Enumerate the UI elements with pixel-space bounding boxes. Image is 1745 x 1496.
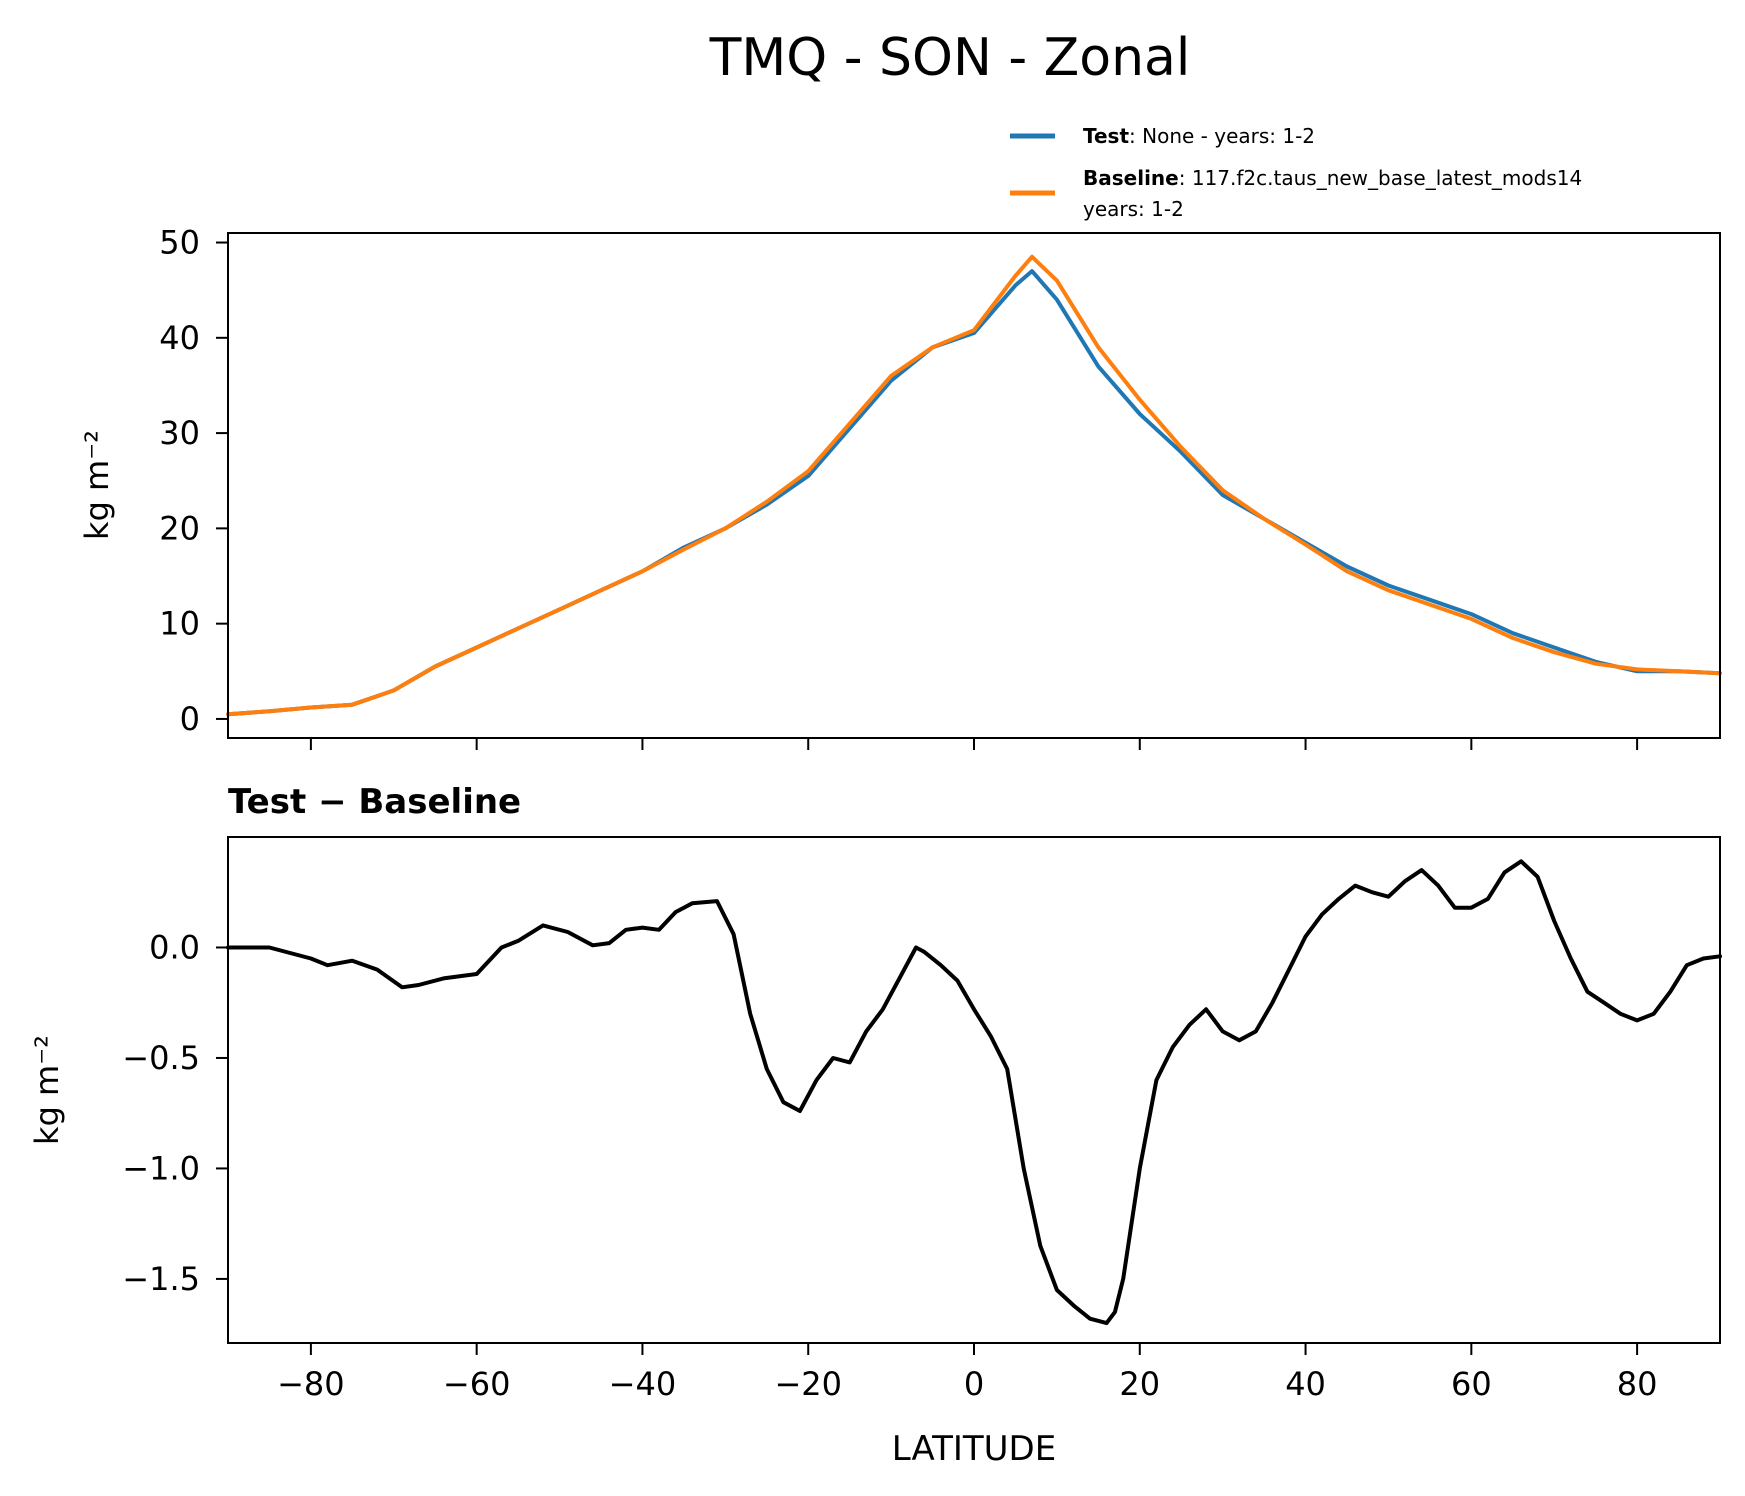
difference-ytick-label: 0.0: [149, 928, 200, 966]
difference-y-axis-label: kg m⁻²: [28, 1035, 66, 1145]
difference-xtick-label: 40: [1285, 1365, 1326, 1403]
difference-panel: Test − Baseline −1.5 −1.0 −0.5 0.0 −80 −60 −40…: [28, 782, 1722, 1469]
zonal-ytick-label: 0: [180, 700, 200, 738]
difference-xtick-label: −20: [774, 1365, 842, 1403]
zonal-ticks: 0 10 20 30 40 50: [159, 224, 1639, 750]
difference-xtick-label: 80: [1617, 1365, 1658, 1403]
zonal-ytick-label: 20: [159, 509, 200, 547]
difference-xtick-label: 0: [964, 1365, 984, 1403]
difference-panel-title: Test − Baseline: [228, 782, 521, 822]
legend-baseline-sep: :: [1179, 166, 1192, 190]
zonal-ytick-label: 50: [159, 224, 200, 262]
difference-xtick-label: −40: [609, 1365, 677, 1403]
zonal-mean-panel: 0 10 20 30 40 50 kg m⁻²: [78, 224, 1722, 750]
legend-test-name: Test: [1083, 124, 1129, 148]
difference-xtick-label: 60: [1451, 1365, 1492, 1403]
legend-baseline-text: 117.f2c.taus_new_base_latest_mods14: [1192, 166, 1582, 190]
zonal-ytick-label: 40: [159, 319, 200, 357]
legend-label-baseline: Baseline: 117.f2c.taus_new_base_latest_m…: [1083, 166, 1582, 190]
figure-title: TMQ - SON - Zonal: [709, 28, 1191, 88]
legend-baseline-name: Baseline: [1083, 166, 1179, 190]
difference-series: [226, 859, 1722, 1326]
legend-test-sep: :: [1129, 124, 1142, 148]
legend-label-test: Test: None - years: 1-2: [1083, 124, 1315, 148]
difference-ytick-label: −1.0: [122, 1149, 200, 1187]
x-axis-label: LATITUDE: [892, 1429, 1056, 1469]
legend-baseline-years: years: 1-2: [1083, 197, 1184, 221]
difference-xtick-label: 20: [1119, 1365, 1160, 1403]
legend: Test: None - years: 1-2 Baseline: 117.f2…: [1010, 124, 1582, 221]
difference-line-test-baseline: [226, 859, 1722, 1326]
zonal-line-baseline: [226, 254, 1722, 717]
difference-ytick-label: −1.5: [122, 1260, 200, 1298]
zonal-y-axis-label: kg m⁻²: [78, 430, 116, 540]
legend-test-text: None - years: 1-2: [1142, 124, 1315, 148]
zonal-ytick-label: 30: [159, 414, 200, 452]
difference-ytick-label: −0.5: [122, 1039, 200, 1077]
zonal-ytick-label: 10: [159, 605, 200, 643]
difference-xtick-label: −80: [277, 1365, 345, 1403]
difference-xtick-label: −60: [443, 1365, 511, 1403]
zonal-series: [226, 254, 1722, 717]
difference-ticks: −1.5 −1.0 −0.5 0.0 −80 −60 −40 −20 0 20 40 60 80: [122, 928, 1657, 1403]
